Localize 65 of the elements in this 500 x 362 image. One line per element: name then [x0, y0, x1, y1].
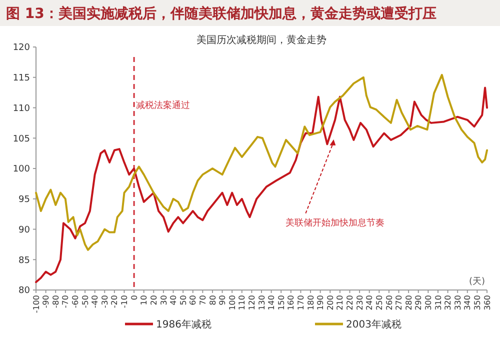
x-tick-label: -10: [120, 295, 130, 308]
x-tick-label: 180: [306, 295, 316, 310]
x-tick-label: 300: [424, 295, 433, 310]
x-tick-label: 50: [178, 295, 188, 306]
x-tick-label: 190: [316, 295, 326, 310]
x-tick-label: -50: [80, 295, 90, 308]
x-tick-label: 40: [169, 295, 178, 306]
y-tick-label: 100: [12, 164, 30, 175]
x-tick-label: 70: [198, 295, 208, 306]
ref-line-label: 减税法案通过: [136, 100, 190, 111]
x-tick-label: 110: [238, 295, 247, 310]
x-tick-label: 80: [208, 295, 218, 306]
x-tick-label: 330: [453, 295, 462, 310]
x-tick-label: 250: [374, 295, 384, 310]
x-tick-label: 270: [394, 295, 404, 310]
x-tick-label: 160: [286, 295, 296, 310]
x-tick-label: 290: [414, 295, 424, 310]
y-tick-label: 105: [12, 134, 30, 144]
x-tick-label: 0: [130, 295, 139, 300]
x-axis-title: (天): [468, 276, 485, 287]
y-tick-label: 115: [12, 74, 30, 84]
x-tick-label: 170: [296, 295, 306, 310]
x-tick-label: 30: [159, 295, 168, 306]
x-tick-label: 10: [140, 295, 149, 306]
x-tick-label: 360: [482, 295, 492, 310]
x-tick-label: -20: [110, 295, 120, 308]
y-tick-label: 80: [18, 286, 30, 296]
x-tick-label: 60: [188, 295, 198, 306]
y-tick-label: 85: [18, 256, 30, 266]
y-tick-label: 110: [12, 104, 30, 114]
x-tick-label: 120: [247, 295, 256, 310]
x-tick-label: 350: [472, 295, 482, 310]
x-tick-label: -90: [42, 295, 51, 308]
x-tick-label: -100: [32, 295, 41, 314]
legend-label: 2003年减税: [346, 318, 402, 330]
y-tick-label: 90: [18, 225, 30, 236]
x-tick-label: 340: [463, 295, 472, 310]
x-tick-label: 240: [365, 295, 374, 310]
x-tick-label: 150: [276, 295, 286, 310]
x-tick-label: 230: [355, 295, 364, 310]
x-tick-label: 20: [149, 295, 158, 306]
line-series: [35, 74, 488, 251]
x-tick-label: 310: [434, 295, 443, 310]
x-tick-label: 320: [444, 295, 453, 310]
x-tick-label: -70: [61, 295, 70, 308]
x-tick-label: -60: [71, 295, 80, 308]
y-tick-label: 95: [18, 195, 30, 206]
x-tick-label: -40: [90, 295, 100, 308]
line-series: [35, 86, 488, 284]
chart-subtitle: 美国历次减税期间，黄金走势: [196, 34, 326, 46]
x-tick-label: -30: [100, 295, 110, 308]
y-tick-label: 120: [12, 43, 30, 54]
x-tick-label: 100: [228, 295, 237, 310]
x-tick-label: -80: [51, 295, 60, 308]
x-tick-label: 200: [326, 295, 335, 310]
x-tick-label: 90: [218, 295, 228, 306]
legend-label: 1986年减税: [156, 318, 212, 330]
x-tick-label: 220: [346, 295, 355, 310]
chart-title: 图 13：美国实施减税后，伴随美联储加快加息，黄金走势或遭受打压: [6, 5, 436, 22]
x-tick-label: 140: [267, 295, 276, 310]
x-tick-label: 210: [336, 295, 345, 310]
annotation: 美联储开始加快加息节奏: [286, 217, 385, 228]
x-tick-label: 280: [404, 295, 414, 310]
x-tick-label: 130: [257, 295, 266, 310]
x-tick-label: 260: [384, 295, 394, 310]
